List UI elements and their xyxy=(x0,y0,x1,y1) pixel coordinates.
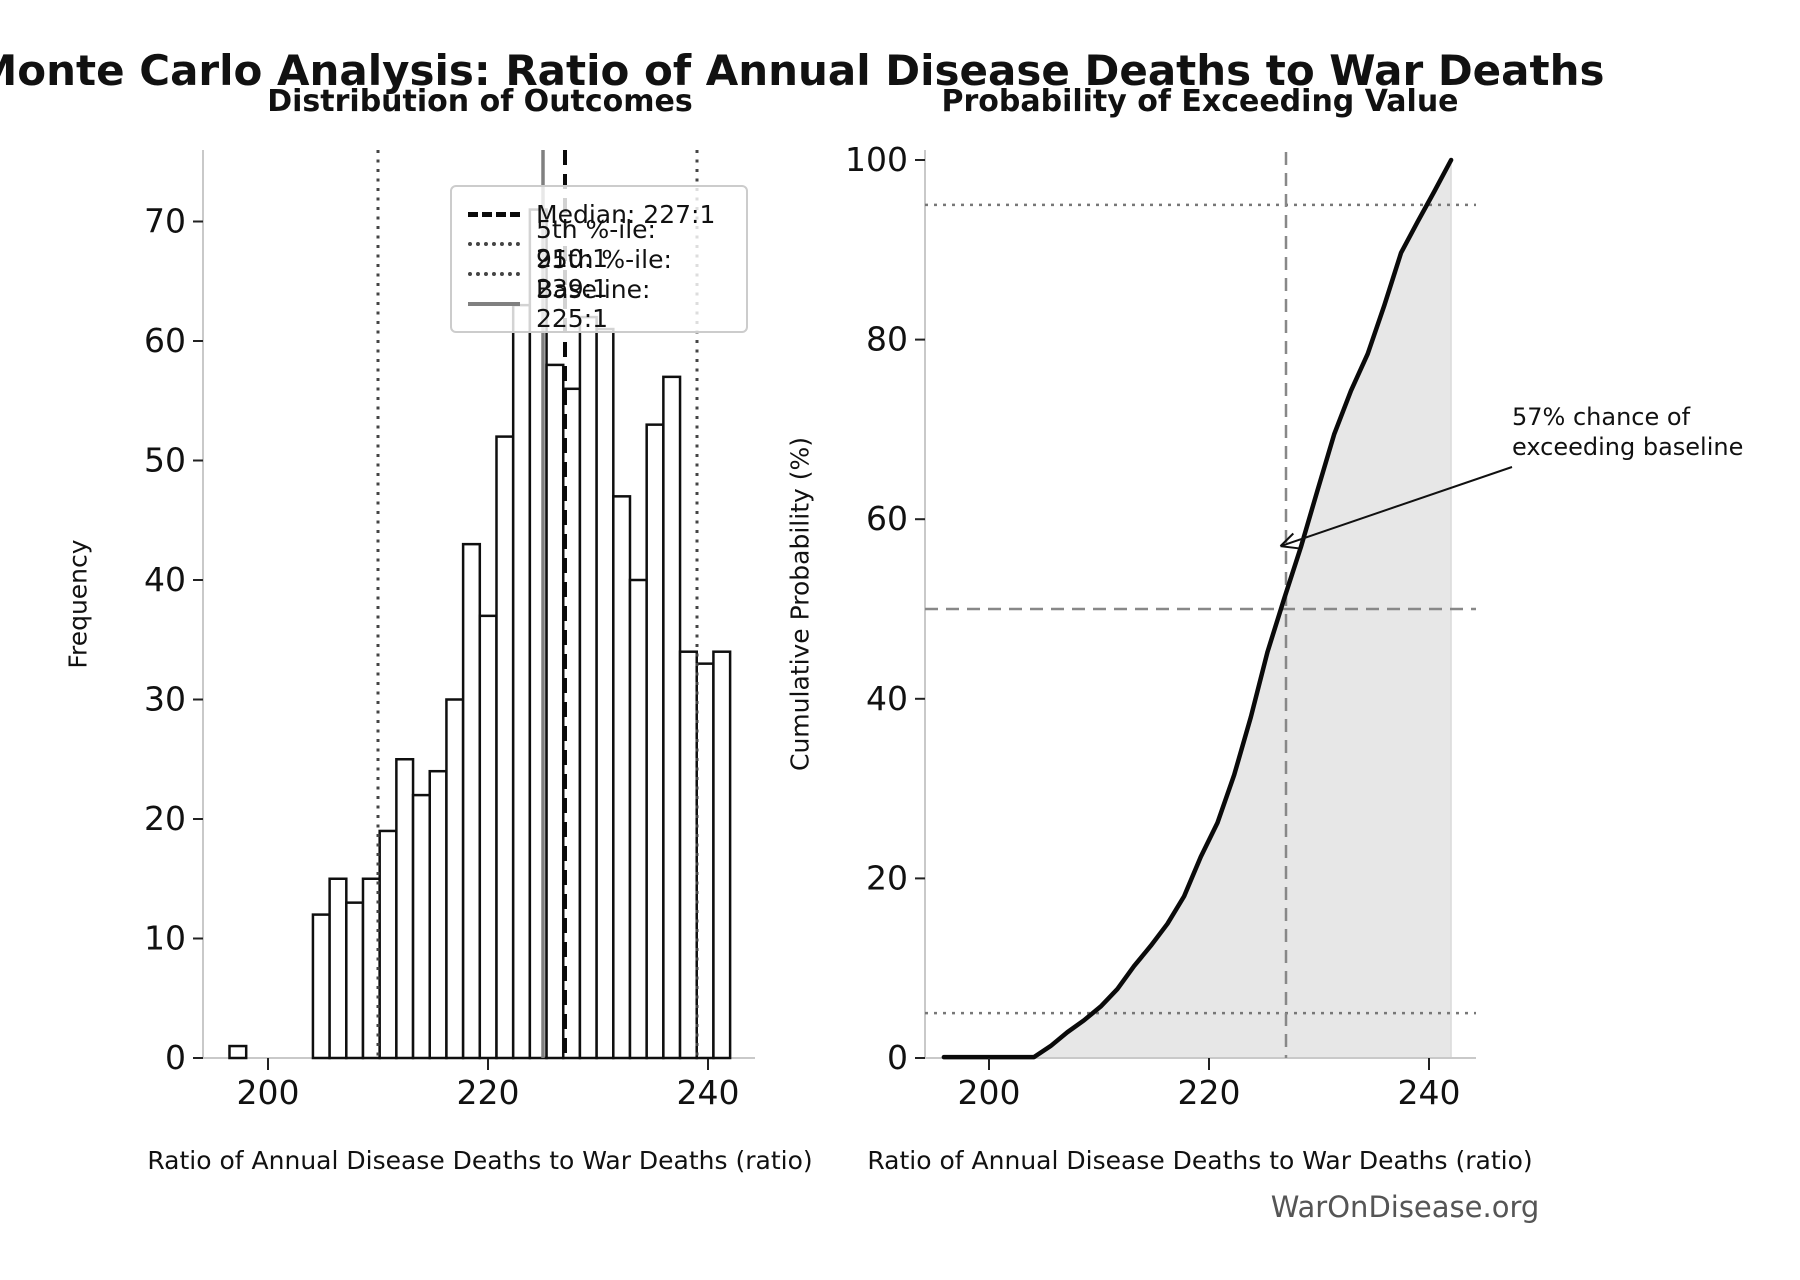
svg-text:240: 240 xyxy=(677,1073,740,1112)
svg-text:70: 70 xyxy=(144,202,186,241)
legend-row-baseline: Baseline: 225:1 xyxy=(468,275,730,333)
svg-text:80: 80 xyxy=(866,320,908,359)
left-x-axis-label: Ratio of Annual Disease Deaths to War De… xyxy=(147,1146,813,1175)
left-chart-title: Distribution of Outcomes xyxy=(267,84,693,119)
svg-text:60: 60 xyxy=(144,321,186,360)
right-x-axis-label: Ratio of Annual Disease Deaths to War De… xyxy=(867,1146,1533,1175)
legend-row-median: Median: 227:1 xyxy=(468,199,730,229)
svg-text:60: 60 xyxy=(866,499,908,538)
left-y-axis-label: Frequency xyxy=(63,539,93,669)
svg-text:200: 200 xyxy=(237,1073,300,1112)
annotation-line2: exceeding baseline xyxy=(1512,433,1744,461)
svg-text:30: 30 xyxy=(144,680,186,719)
right-y-axis-label: Cumulative Probability (%) xyxy=(785,437,815,771)
svg-text:50: 50 xyxy=(144,441,186,480)
svg-text:10: 10 xyxy=(144,919,186,958)
legend-label-baseline: Baseline: 225:1 xyxy=(536,275,651,333)
svg-text:240: 240 xyxy=(1398,1073,1461,1112)
annotation: 57% chance of exceeding baseline xyxy=(1512,402,1743,462)
annotation-line1: 57% chance of xyxy=(1512,403,1691,431)
legend: Median: 227:1 5th %-ile: 210:1 95th %-il… xyxy=(450,185,748,333)
svg-text:0: 0 xyxy=(887,1038,908,1077)
legend-row-p95: 95th %-ile: 239:1 xyxy=(468,245,730,303)
svg-text:0: 0 xyxy=(165,1038,186,1077)
figure-title: Monte Carlo Analysis: Ratio of Annual Di… xyxy=(0,46,1605,95)
baseline-solid-line-sample xyxy=(468,302,520,306)
svg-text:40: 40 xyxy=(866,679,908,718)
svg-text:20: 20 xyxy=(144,799,186,838)
legend-label-p5: 5th %-ile: 210:1 xyxy=(536,215,656,273)
legend-label-median: Median: 227:1 xyxy=(536,199,716,229)
svg-text:200: 200 xyxy=(958,1073,1021,1112)
median-dashed-line-sample xyxy=(468,211,520,217)
svg-text:220: 220 xyxy=(457,1073,520,1112)
p95-dotted-line-sample xyxy=(468,272,520,276)
legend-row-p5: 5th %-ile: 210:1 xyxy=(468,215,730,273)
right-chart-title: Probability of Exceeding Value xyxy=(941,84,1459,119)
p5-dotted-line-sample xyxy=(468,242,520,246)
legend-label-p95: 95th %-ile: 239:1 xyxy=(536,245,672,303)
svg-text:40: 40 xyxy=(144,560,186,599)
svg-text:220: 220 xyxy=(1178,1073,1241,1112)
svg-text:100: 100 xyxy=(845,140,908,179)
source-watermark: WarOnDisease.org xyxy=(1270,1190,1540,1224)
svg-text:20: 20 xyxy=(866,858,908,897)
